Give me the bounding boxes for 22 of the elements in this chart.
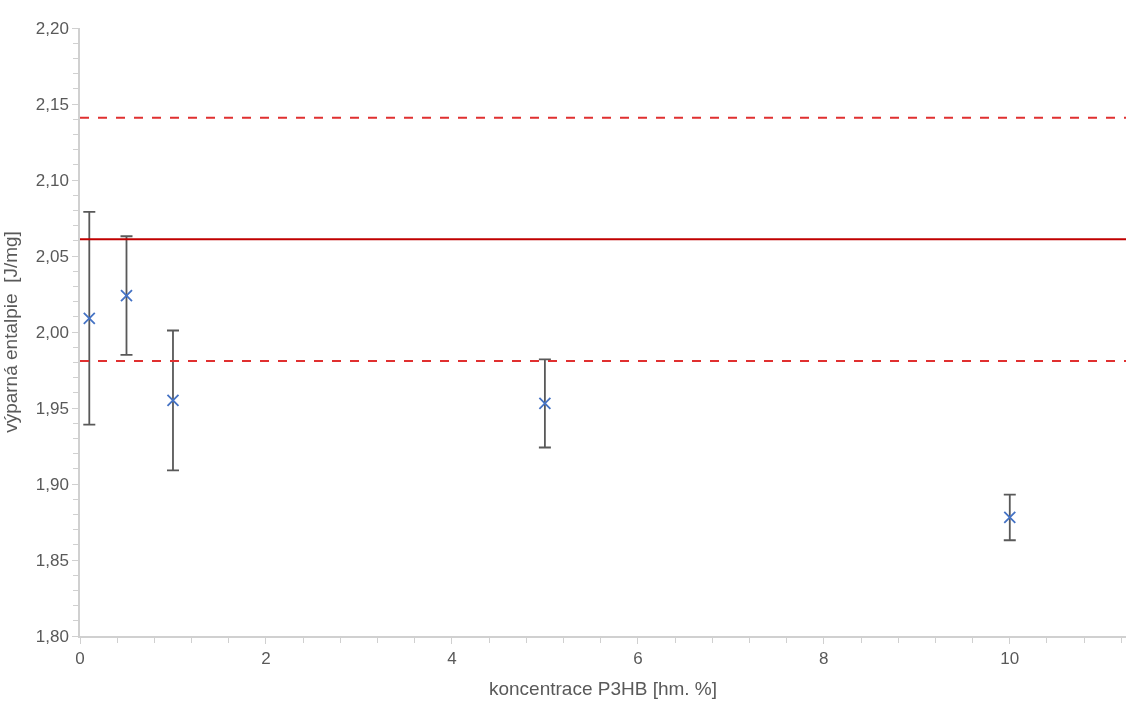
y-tick-label: 2,15 xyxy=(35,94,69,114)
point xyxy=(1003,511,1017,524)
y-tick-label: 2,10 xyxy=(35,170,69,190)
y-tick-label: 1,90 xyxy=(35,474,69,494)
point xyxy=(82,311,96,325)
y-tick-label: 1,80 xyxy=(35,626,69,646)
y-tick-label: 2,20 xyxy=(35,18,69,38)
x-tick-label: 2 xyxy=(261,649,271,669)
y-tick-label: 1,95 xyxy=(35,398,69,418)
x-tick-label: 4 xyxy=(447,649,457,669)
y-axis-title: výparná entalpie [J/mg] xyxy=(0,231,21,433)
y-tick-label: 2,05 xyxy=(35,246,69,266)
x-tick-label: 10 xyxy=(1000,649,1020,669)
point xyxy=(166,394,180,407)
x-tick-label: 8 xyxy=(819,649,829,669)
y-tick-label: 1,85 xyxy=(35,550,69,570)
x-tick-label: 6 xyxy=(633,649,643,669)
point xyxy=(120,289,133,302)
point xyxy=(538,397,552,410)
x-axis-title: koncentrace P3HB [hm. %] xyxy=(488,678,718,700)
y-tick-label: 2,00 xyxy=(35,322,69,342)
x-tick-label: 0 xyxy=(75,649,85,669)
